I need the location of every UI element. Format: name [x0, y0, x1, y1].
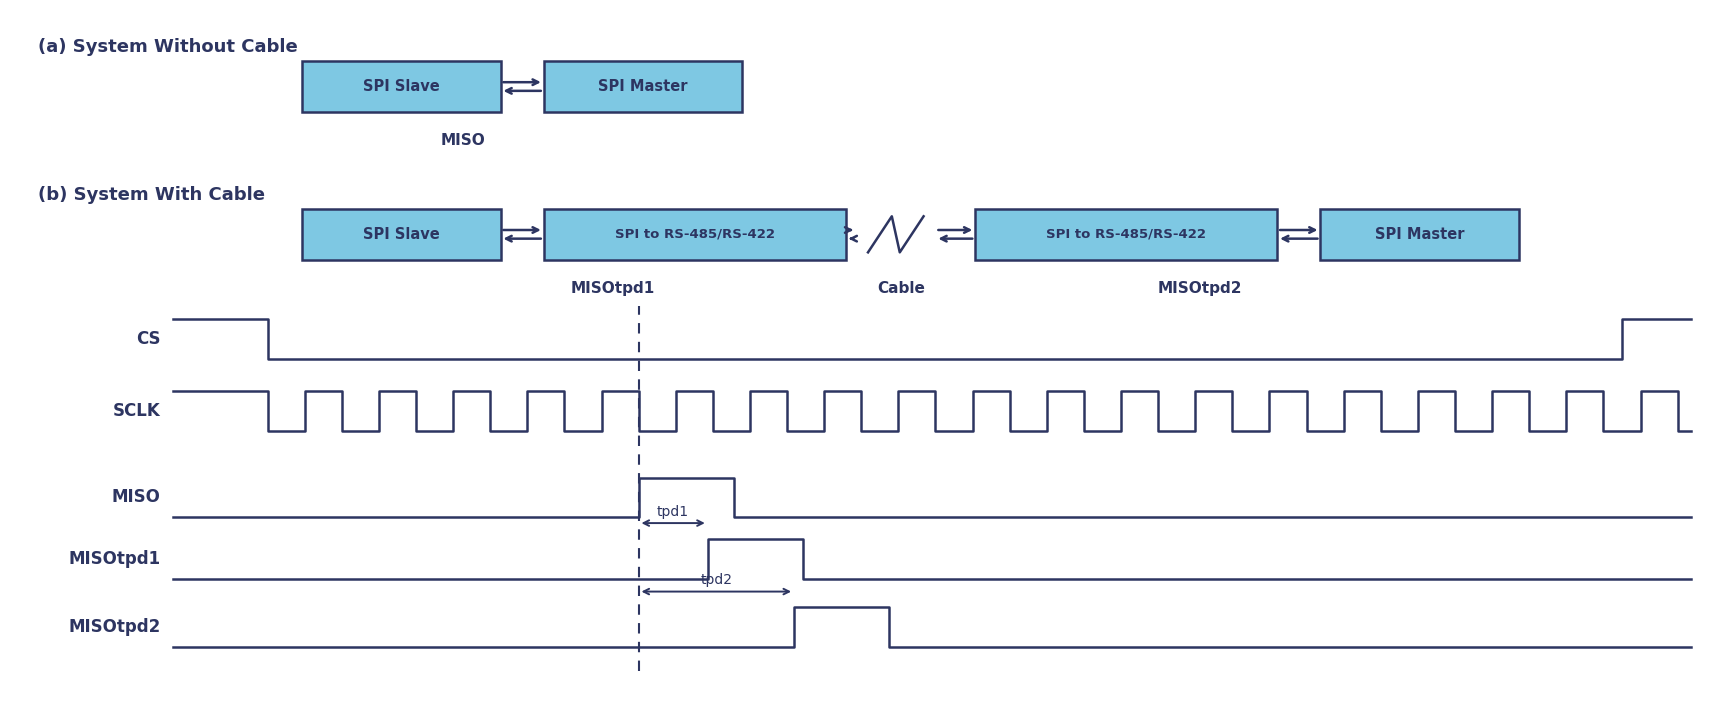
Text: MISOtpd2: MISOtpd2: [1158, 281, 1241, 296]
FancyBboxPatch shape: [975, 209, 1277, 260]
Text: (b) System With Cable: (b) System With Cable: [38, 186, 266, 203]
Text: SPI to RS-485/RS-422: SPI to RS-485/RS-422: [614, 228, 775, 241]
Text: MISOtpd1: MISOtpd1: [69, 550, 161, 567]
Text: SPI Master: SPI Master: [599, 79, 687, 94]
FancyBboxPatch shape: [544, 209, 846, 260]
Text: SPI Master: SPI Master: [1376, 227, 1464, 242]
Text: SPI Slave: SPI Slave: [362, 79, 440, 94]
Text: MISO: MISO: [440, 133, 485, 148]
Text: (a) System Without Cable: (a) System Without Cable: [38, 38, 297, 56]
FancyBboxPatch shape: [544, 61, 742, 112]
Text: MISO: MISO: [112, 489, 161, 506]
Text: tpd1: tpd1: [658, 505, 689, 518]
Text: CS: CS: [136, 330, 161, 348]
Text: SPI to RS-485/RS-422: SPI to RS-485/RS-422: [1046, 228, 1206, 241]
Text: tpd2: tpd2: [701, 573, 732, 587]
FancyBboxPatch shape: [1320, 209, 1519, 260]
Text: Cable: Cable: [877, 281, 925, 296]
FancyBboxPatch shape: [302, 209, 501, 260]
FancyBboxPatch shape: [302, 61, 501, 112]
Text: MISOtpd2: MISOtpd2: [69, 619, 161, 636]
Text: SPI Slave: SPI Slave: [362, 227, 440, 242]
Text: SCLK: SCLK: [112, 402, 161, 420]
Text: MISOtpd1: MISOtpd1: [571, 281, 654, 296]
